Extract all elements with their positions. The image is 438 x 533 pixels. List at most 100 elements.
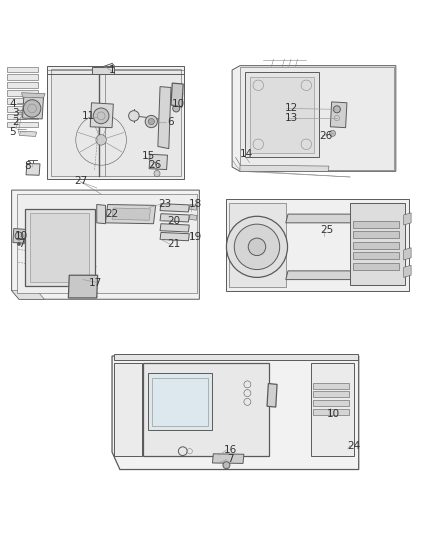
Circle shape [173,105,180,112]
Polygon shape [7,122,38,127]
Polygon shape [160,204,189,212]
Polygon shape [251,77,314,153]
Text: 20: 20 [167,216,180,226]
Circle shape [93,108,109,124]
Polygon shape [22,96,43,119]
Text: 26: 26 [319,131,332,141]
Polygon shape [17,193,197,293]
Text: 17: 17 [89,278,102,288]
Polygon shape [106,205,155,224]
Polygon shape [286,271,354,280]
Polygon shape [25,209,95,286]
Polygon shape [7,106,38,111]
Circle shape [333,106,340,113]
Circle shape [96,135,106,145]
Bar [353,221,399,228]
Polygon shape [7,90,38,96]
Polygon shape [92,67,114,75]
Polygon shape [311,362,354,456]
Polygon shape [160,224,189,232]
Text: 3: 3 [12,108,18,118]
Polygon shape [229,203,286,287]
Text: 4: 4 [10,99,16,109]
Text: 12: 12 [284,103,298,114]
Circle shape [129,111,139,121]
Text: 6: 6 [167,117,173,126]
Polygon shape [286,214,354,223]
Polygon shape [112,356,359,470]
Polygon shape [350,203,405,285]
Circle shape [23,100,41,117]
Text: 2: 2 [12,117,18,127]
Bar [353,263,399,270]
Text: 22: 22 [106,209,119,219]
Polygon shape [171,83,183,107]
Text: 15: 15 [141,151,155,160]
Circle shape [234,224,280,270]
Polygon shape [7,75,38,80]
Text: 21: 21 [167,239,180,249]
Polygon shape [97,205,106,224]
Polygon shape [245,72,319,157]
Polygon shape [149,154,167,169]
Circle shape [248,238,266,256]
Circle shape [148,118,154,125]
Polygon shape [7,98,38,103]
Bar [353,241,399,248]
Polygon shape [240,67,394,169]
Text: 5: 5 [10,126,16,136]
Text: 10: 10 [15,231,28,241]
Polygon shape [158,87,171,149]
Polygon shape [404,248,411,260]
Polygon shape [313,409,349,415]
Polygon shape [114,362,142,456]
Text: 10: 10 [327,409,340,418]
Polygon shape [313,391,349,398]
Bar [353,231,399,238]
Polygon shape [12,290,44,299]
Polygon shape [12,190,199,299]
Polygon shape [160,214,189,222]
Circle shape [223,462,230,469]
Circle shape [329,130,336,136]
Text: 7: 7 [18,239,25,249]
Text: 27: 27 [74,176,87,186]
Text: 23: 23 [158,199,171,209]
Text: 13: 13 [284,113,298,123]
Polygon shape [148,374,212,430]
Polygon shape [144,362,269,456]
Text: 26: 26 [148,160,162,170]
Polygon shape [404,213,411,225]
Circle shape [154,171,160,176]
Circle shape [145,116,157,128]
Polygon shape [46,66,184,179]
Text: 19: 19 [188,232,201,242]
Polygon shape [7,114,38,119]
Polygon shape [114,354,358,360]
Polygon shape [226,199,409,290]
Text: 1: 1 [109,66,115,76]
Text: 24: 24 [347,441,360,451]
Polygon shape [68,275,98,298]
Polygon shape [90,103,113,128]
Polygon shape [189,205,197,210]
Polygon shape [232,66,396,171]
Polygon shape [313,383,349,389]
Polygon shape [404,265,411,277]
Polygon shape [189,215,197,220]
Text: 11: 11 [81,111,95,121]
Polygon shape [112,208,150,220]
Polygon shape [313,400,349,406]
Text: 18: 18 [188,199,201,209]
Polygon shape [160,232,189,241]
Circle shape [226,216,288,277]
Text: 16: 16 [224,445,237,455]
Polygon shape [267,384,277,407]
Polygon shape [212,454,244,463]
Polygon shape [30,213,89,282]
Polygon shape [7,82,38,88]
Polygon shape [13,229,25,244]
Polygon shape [240,165,329,171]
Polygon shape [26,164,40,175]
Circle shape [17,242,21,246]
